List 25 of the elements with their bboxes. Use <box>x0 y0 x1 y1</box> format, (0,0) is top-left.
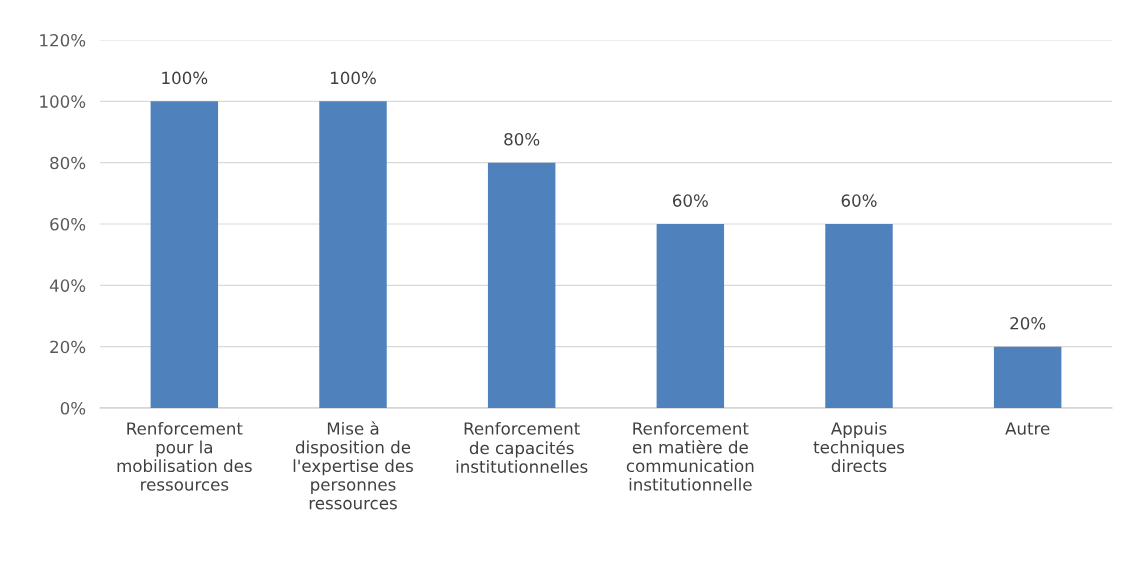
data-label: 60% <box>672 194 708 207</box>
data-label: 80% <box>504 132 540 146</box>
bar <box>319 101 387 408</box>
bar <box>150 101 219 408</box>
bar <box>825 224 893 408</box>
x-tick-label: Renforcement de capacités institutionnelles <box>456 421 588 473</box>
y-tick-label: 40% <box>49 279 86 292</box>
y-tick-label: 0% <box>60 401 86 415</box>
y-tick-label: 100% <box>40 95 86 108</box>
y-tick-label: 60% <box>50 217 86 231</box>
x-tick-label: Appuis techniques directs <box>813 421 905 473</box>
bar <box>656 224 725 408</box>
bar <box>487 162 556 408</box>
x-tick-label: Renforcement pour la mobilisation des ressources <box>117 421 252 491</box>
bar <box>993 346 1062 408</box>
data-label: 100% <box>331 71 376 85</box>
data-label: 100% <box>162 71 208 85</box>
y-tick-label: 20% <box>50 340 86 354</box>
x-tick-label: Autre <box>1005 422 1050 435</box>
y-tick-label: 80% <box>50 156 86 170</box>
data-label: 20% <box>1010 316 1046 330</box>
x-tick-label: Renforcement en matière de communication institutionnelle <box>626 421 754 491</box>
y-tick-label: 120% <box>40 33 86 47</box>
x-tick-label: Mise à disposition de l'expertise des personnes ressources <box>293 421 414 510</box>
data-label: 60% <box>841 194 877 207</box>
